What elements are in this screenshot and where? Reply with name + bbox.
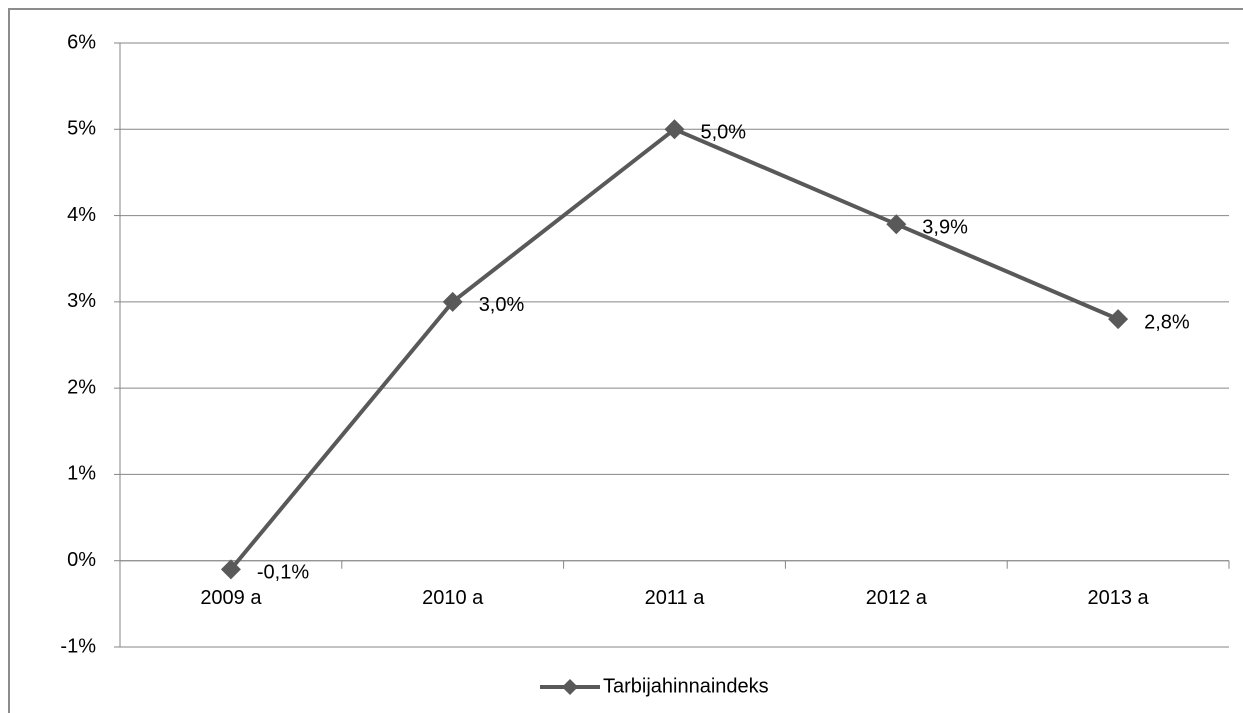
data-label: 2,8% [1144, 311, 1190, 333]
x-tick-label: 2011 a [645, 587, 706, 609]
y-tick-label: 6% [67, 31, 96, 53]
point-marker [886, 214, 907, 235]
x-tick-label: 2012 a [866, 587, 928, 609]
y-tick-label: 0% [67, 549, 96, 571]
legend-label: Tarbijahinnaindeks [603, 675, 769, 697]
data-label: 3,0% [479, 294, 525, 316]
chart-frame [8, 8, 1243, 713]
y-tick-label: -1% [60, 635, 96, 657]
y-tick-label: 4% [67, 204, 96, 226]
point-marker [442, 291, 463, 312]
data-label: 5,0% [701, 122, 747, 144]
y-tick-label: 5% [67, 118, 96, 140]
point-marker [1108, 309, 1129, 330]
data-label: -0,1% [257, 562, 309, 584]
point-marker [220, 559, 241, 580]
x-tick-label: 2009 a [200, 587, 262, 609]
y-tick-label: 3% [67, 290, 96, 312]
legend-marker [562, 679, 578, 695]
y-tick-label: 1% [67, 463, 96, 485]
x-tick-label: 2013 a [1088, 587, 1150, 609]
data-label: 3,9% [922, 216, 968, 238]
y-tick-label: 2% [67, 376, 96, 398]
x-tick-label: 2010 a [422, 587, 484, 609]
point-marker [664, 119, 685, 140]
